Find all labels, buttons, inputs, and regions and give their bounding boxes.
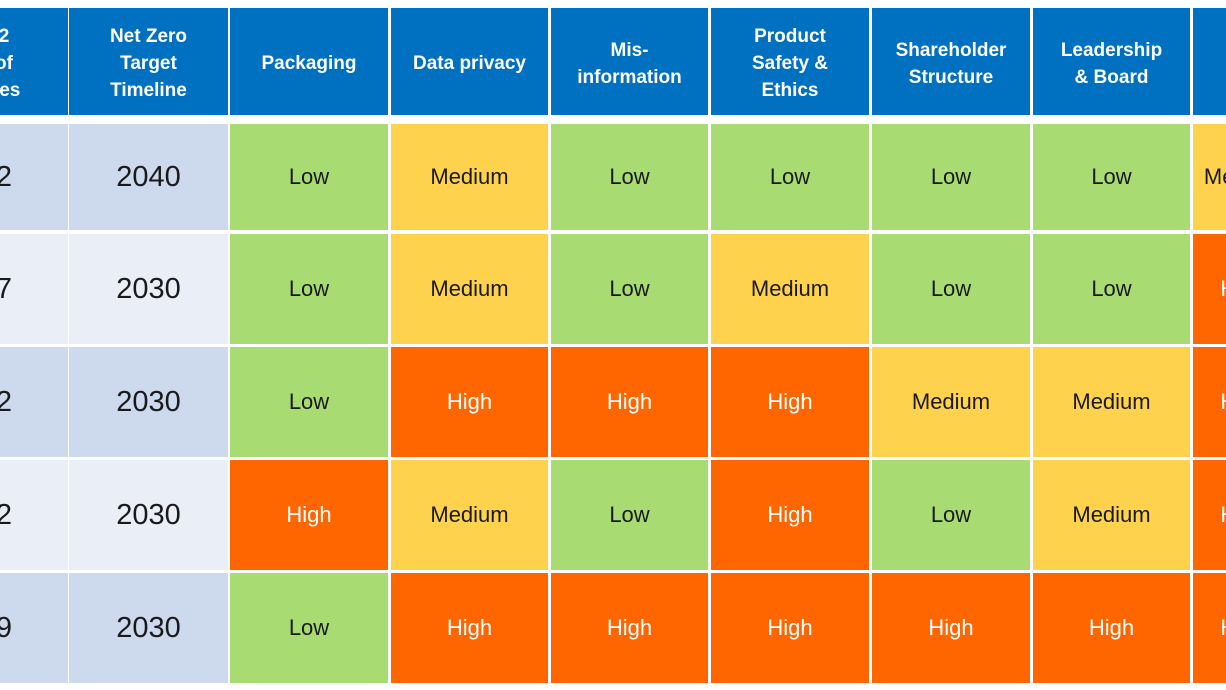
rating-cell: High (872, 573, 1030, 683)
column-header: Leadership & Board (1033, 8, 1190, 115)
rating-cell: Low (230, 347, 388, 457)
target-year-cell: 2030 (69, 347, 228, 457)
rating-cell: Medium (872, 347, 1030, 457)
target-year-cell: 2030 (69, 234, 228, 344)
rating-cell: High (1193, 347, 1226, 457)
rating-cell: High (391, 573, 548, 683)
rating-cell: Low (1033, 124, 1190, 230)
column-header: 2 of ues (0, 8, 68, 115)
column-header: Mis- information (551, 8, 708, 115)
rating-cell: Medium (1193, 124, 1226, 230)
target-year-cell: 2030 (69, 460, 228, 570)
rating-cell: High (711, 460, 869, 570)
rating-cell: High (1193, 573, 1226, 683)
rating-cell: Medium (391, 124, 548, 230)
rating-cell: Medium (1033, 347, 1190, 457)
rating-cell: Low (872, 460, 1030, 570)
target-year-cell: 2040 (69, 124, 228, 230)
rating-cell: High (551, 347, 708, 457)
rating-cell: High (1193, 234, 1226, 344)
value-cell: 2 (0, 347, 68, 457)
rating-cell: High (230, 460, 388, 570)
rating-cell: Medium (391, 460, 548, 570)
value-cell: 9 (0, 573, 68, 683)
value-cell: 2 (0, 460, 68, 570)
rating-cell: Low (230, 573, 388, 683)
column-header: Shareholder Structure (872, 8, 1030, 115)
rating-cell: Medium (711, 234, 869, 344)
rating-cell: Medium (391, 234, 548, 344)
rating-cell: High (391, 347, 548, 457)
rating-cell: High (711, 573, 869, 683)
column-header: Packaging (230, 8, 388, 115)
rating-cell: High (1033, 573, 1190, 683)
rating-cell: Low (230, 234, 388, 344)
rating-cell: Low (872, 124, 1030, 230)
rating-cell: High (551, 573, 708, 683)
rating-cell: Medium (1033, 460, 1190, 570)
column-header (1193, 8, 1226, 115)
value-cell: 2 (0, 124, 68, 230)
rating-cell: High (1193, 460, 1226, 570)
column-header: Net Zero Target Timeline (69, 8, 228, 115)
rating-cell: Low (230, 124, 388, 230)
rating-cell: High (711, 347, 869, 457)
target-year-cell: 2030 (69, 573, 228, 683)
rating-cell: Low (1033, 234, 1190, 344)
rating-cell: Low (551, 124, 708, 230)
rating-cell: Low (872, 234, 1030, 344)
value-cell: 7 (0, 234, 68, 344)
rating-cell: Low (711, 124, 869, 230)
rating-cell: Low (551, 234, 708, 344)
rating-cell: Low (551, 460, 708, 570)
column-header: Product Safety & Ethics (711, 8, 869, 115)
column-header: Data privacy (391, 8, 548, 115)
